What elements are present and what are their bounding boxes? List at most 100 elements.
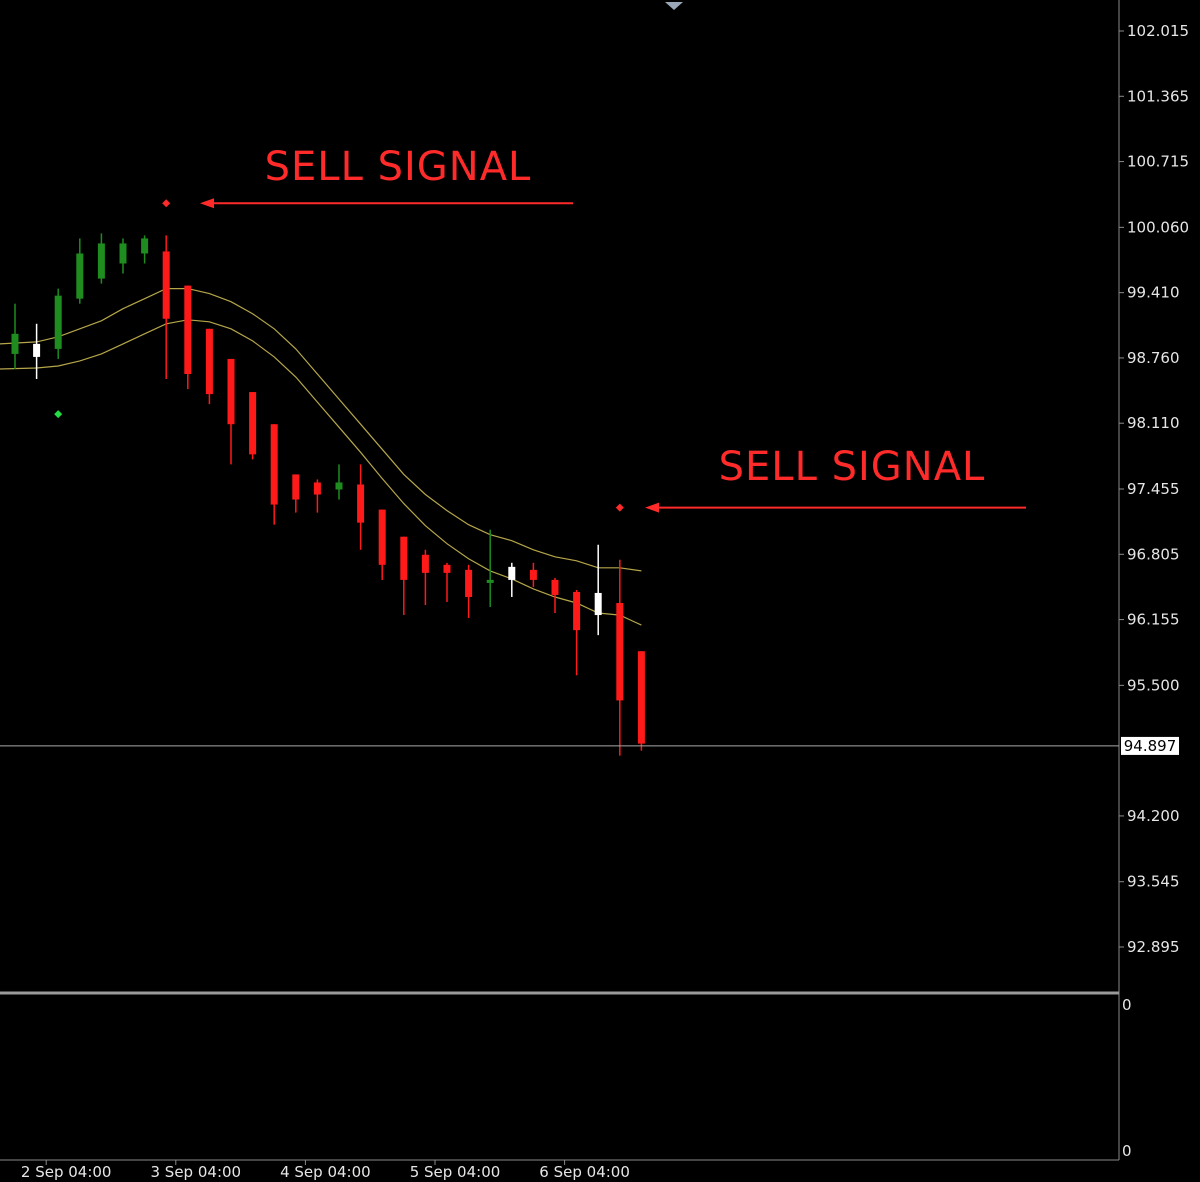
candle-body bbox=[33, 343, 41, 357]
candle-body bbox=[184, 285, 192, 374]
candle bbox=[313, 479, 321, 513]
candle bbox=[551, 577, 559, 614]
price-tick-label: 96.805 bbox=[1127, 545, 1180, 563]
candle-body bbox=[508, 566, 516, 580]
lower-band-line bbox=[0, 319, 642, 626]
candle-body bbox=[400, 536, 408, 580]
candle-body bbox=[11, 333, 19, 354]
candle bbox=[205, 328, 213, 405]
candle bbox=[141, 235, 149, 264]
envelope-bands bbox=[0, 288, 642, 626]
candle bbox=[637, 651, 645, 751]
price-tick-label: 97.455 bbox=[1127, 480, 1180, 498]
time-tick-label: 5 Sep 04:00 bbox=[410, 1163, 501, 1181]
candle bbox=[33, 323, 41, 380]
annotation-arrow-head-icon bbox=[200, 198, 214, 209]
candle-body bbox=[162, 251, 170, 319]
current-price-tag bbox=[1121, 736, 1179, 755]
candle-body bbox=[357, 484, 365, 523]
candle-body bbox=[76, 253, 84, 299]
candle bbox=[184, 285, 192, 390]
candle bbox=[508, 562, 516, 597]
candle bbox=[227, 358, 235, 465]
candle-body bbox=[141, 238, 149, 254]
candle-body bbox=[637, 651, 645, 744]
candle-body bbox=[313, 482, 321, 495]
candle bbox=[335, 464, 343, 500]
time-tick-label: 2 Sep 04:00 bbox=[21, 1163, 112, 1181]
sell-signal-annotation: SELL SIGNAL bbox=[719, 444, 986, 490]
candle-body bbox=[443, 564, 451, 573]
candle bbox=[357, 464, 365, 550]
candle-body bbox=[378, 509, 386, 565]
candle bbox=[616, 559, 624, 756]
candle bbox=[54, 288, 62, 359]
candle-body bbox=[421, 554, 429, 573]
subpanel-axis: 00 bbox=[1122, 996, 1132, 1160]
candle bbox=[292, 474, 300, 513]
time-tick-label: 3 Sep 04:00 bbox=[151, 1163, 242, 1181]
candle bbox=[97, 233, 105, 284]
chart-frame bbox=[0, 0, 1120, 1161]
price-tick-label: 96.155 bbox=[1127, 611, 1180, 629]
current-price-line: 94.897 bbox=[0, 736, 1179, 755]
candle-body bbox=[486, 579, 494, 583]
candle bbox=[486, 529, 494, 608]
sell-signal-marker bbox=[615, 503, 624, 512]
subpanel-tick-label: 0 bbox=[1122, 1142, 1132, 1160]
upper-band-line bbox=[0, 288, 642, 572]
price-tick-label: 98.110 bbox=[1127, 414, 1180, 432]
price-tick-label: 100.060 bbox=[1127, 218, 1189, 236]
sell-signal-annotation: SELL SIGNAL bbox=[265, 144, 532, 190]
candle-body bbox=[529, 569, 537, 580]
candle-body bbox=[292, 474, 300, 500]
candle bbox=[529, 562, 537, 587]
candle bbox=[11, 303, 19, 369]
candle-body bbox=[551, 579, 559, 595]
buy-signal-marker bbox=[54, 410, 63, 419]
candle-body bbox=[270, 424, 278, 505]
candle-body bbox=[227, 358, 235, 425]
candle bbox=[421, 549, 429, 606]
annotation-arrow-head-icon bbox=[645, 502, 659, 513]
price-tick-label: 94.200 bbox=[1127, 807, 1180, 825]
candle bbox=[400, 536, 408, 616]
candle-body bbox=[335, 482, 343, 490]
candle bbox=[119, 238, 127, 274]
current-price-label: 94.897 bbox=[1124, 737, 1177, 755]
subpanel-tick-label: 0 bbox=[1122, 996, 1132, 1014]
signal-markers bbox=[54, 199, 624, 512]
candle bbox=[270, 424, 278, 525]
price-axis[interactable]: 102.015 101.365 100.715 100.060 99.410 98.760… bbox=[1119, 22, 1189, 956]
candle bbox=[573, 589, 581, 676]
annotations: SELL SIGNAL SELL SIGNAL bbox=[200, 144, 1026, 513]
candle-body bbox=[249, 392, 257, 455]
price-tick-label: 95.500 bbox=[1127, 676, 1180, 694]
scroll-marker-icon[interactable] bbox=[665, 2, 683, 10]
candle bbox=[465, 564, 473, 619]
price-tick-label: 102.015 bbox=[1127, 22, 1189, 40]
candle-body bbox=[97, 243, 105, 279]
candle-body bbox=[465, 569, 473, 597]
price-tick-label: 101.365 bbox=[1127, 87, 1189, 105]
candle bbox=[76, 238, 84, 304]
candle bbox=[249, 392, 257, 460]
price-tick-label: 100.715 bbox=[1127, 153, 1189, 171]
time-axis[interactable]: 2 Sep 04:00 3 Sep 04:00 4 Sep 04:00 5 Sep 0… bbox=[21, 1160, 630, 1181]
candle bbox=[162, 235, 170, 380]
sell-signal-marker bbox=[162, 199, 171, 208]
price-tick-label: 99.410 bbox=[1127, 284, 1180, 302]
candle bbox=[594, 544, 602, 636]
price-tick-label: 92.895 bbox=[1127, 938, 1180, 956]
candle-body bbox=[616, 602, 624, 701]
candle-body bbox=[573, 591, 581, 631]
price-tick-label: 98.760 bbox=[1127, 349, 1180, 367]
candles bbox=[11, 233, 645, 756]
candle-body bbox=[54, 295, 62, 349]
candle-body bbox=[205, 328, 213, 395]
candle-body bbox=[119, 243, 127, 264]
candle bbox=[443, 562, 451, 602]
price-tick-label: 93.545 bbox=[1127, 873, 1180, 891]
